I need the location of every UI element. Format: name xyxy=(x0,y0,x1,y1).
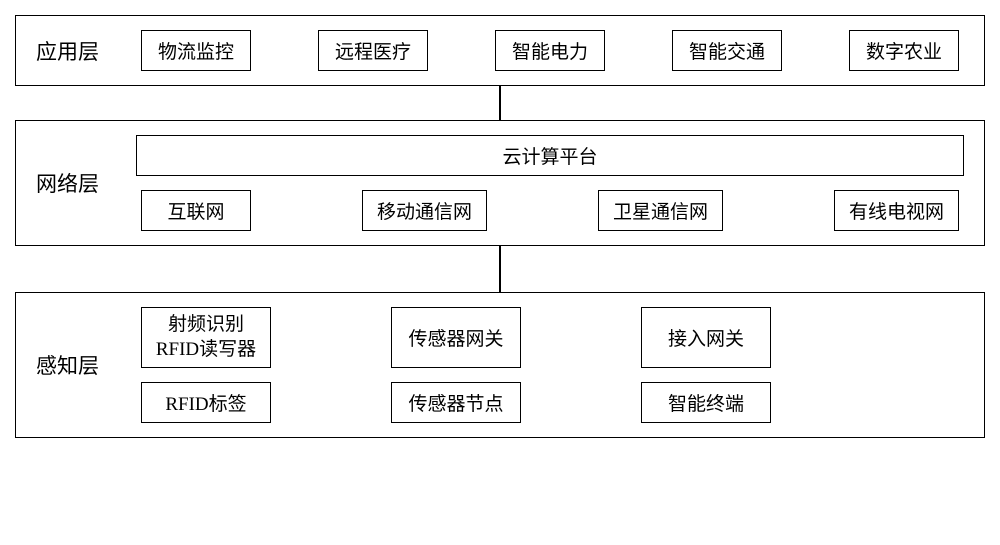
app-item-smart-traffic: 智能交通 xyxy=(672,30,782,71)
networks-row: 互联网 移动通信网 卫星通信网 有线电视网 xyxy=(136,190,964,231)
app-item-smart-power: 智能电力 xyxy=(495,30,605,71)
rfid-reader-box: 射频识别 RFID读写器 xyxy=(141,307,271,368)
rfid-reader-line2: RFID读写器 xyxy=(156,338,256,363)
rfid-reader-line1: 射频识别 xyxy=(168,313,244,338)
rfid-tag-box: RFID标签 xyxy=(141,382,271,423)
cloud-platform-box: 云计算平台 xyxy=(136,135,964,176)
sensor-gateway-box: 传感器网关 xyxy=(391,307,521,368)
perception-row-2: RFID标签 传感器节点 智能终端 xyxy=(136,382,964,423)
app-item-telemedicine: 远程医疗 xyxy=(318,30,428,71)
network-layer-label: 网络层 xyxy=(26,168,136,198)
network-layer-content: 云计算平台 互联网 移动通信网 卫星通信网 有线电视网 xyxy=(136,135,974,231)
perception-layer-label: 感知层 xyxy=(26,350,136,380)
network-cable-tv: 有线电视网 xyxy=(834,190,959,231)
perception-row-1: 射频识别 RFID读写器 传感器网关 接入网关 xyxy=(136,307,964,368)
sensor-node-box: 传感器节点 xyxy=(391,382,521,423)
application-items-row: 物流监控 远程医疗 智能电力 智能交通 数字农业 xyxy=(136,30,964,71)
network-internet: 互联网 xyxy=(141,190,251,231)
network-layer: 网络层 云计算平台 互联网 移动通信网 卫星通信网 有线电视网 xyxy=(15,120,985,246)
network-mobile: 移动通信网 xyxy=(362,190,487,231)
app-item-logistics: 物流监控 xyxy=(141,30,251,71)
app-item-digital-agriculture: 数字农业 xyxy=(849,30,959,71)
application-layer: 应用层 物流监控 远程医疗 智能电力 智能交通 数字农业 xyxy=(15,15,985,86)
perception-layer: 感知层 射频识别 RFID读写器 传感器网关 接入网关 RFID标签 传感器节点… xyxy=(15,292,985,438)
application-layer-content: 物流监控 远程医疗 智能电力 智能交通 数字农业 xyxy=(136,30,974,71)
cloud-platform-row: 云计算平台 xyxy=(136,135,964,176)
access-gateway-box: 接入网关 xyxy=(641,307,771,368)
iot-architecture-diagram: 应用层 物流监控 远程医疗 智能电力 智能交通 数字农业 网络层 云计算平台 互… xyxy=(15,15,985,438)
connector-app-to-network xyxy=(499,86,501,120)
application-layer-label: 应用层 xyxy=(26,36,136,66)
connector-network-to-perception xyxy=(499,246,501,292)
network-satellite: 卫星通信网 xyxy=(598,190,723,231)
smart-terminal-box: 智能终端 xyxy=(641,382,771,423)
perception-layer-content: 射频识别 RFID读写器 传感器网关 接入网关 RFID标签 传感器节点 智能终… xyxy=(136,307,974,423)
